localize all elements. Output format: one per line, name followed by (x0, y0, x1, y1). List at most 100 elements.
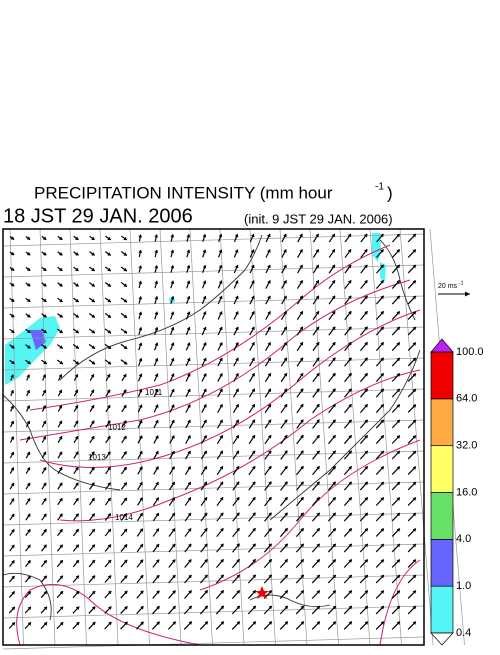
wind-arrow-head (364, 295, 368, 300)
wind-arrow-head (396, 590, 401, 594)
wind-arrow-head (235, 357, 239, 362)
wind-arrow-head (396, 605, 401, 610)
colorbar-segment (430, 538, 454, 587)
colorbar: 0.4 1.0 4.0 16.0 32.0 64.0 100.0 (430, 338, 484, 646)
wind-arrow-head (316, 419, 320, 424)
wind-arrow-head (283, 249, 287, 253)
wind-arrow-head (252, 621, 257, 625)
wind-arrow-head (187, 512, 192, 517)
wind-arrow-head (219, 496, 224, 501)
wind-arrow-head (412, 326, 417, 331)
wind-arrow-head (187, 543, 192, 548)
wind-arrow-head (348, 574, 353, 579)
wind-arrow-head (10, 360, 15, 365)
parallel (2, 326, 425, 340)
wind-arrow-head (187, 528, 192, 532)
wind-arrow-head (123, 497, 128, 502)
wind-arrow-head (11, 622, 16, 626)
wind-arrow-head (412, 249, 417, 253)
wind-arrow-head (268, 512, 272, 517)
wind-arrow-head (171, 559, 176, 563)
wind-arrow-head (364, 574, 369, 579)
wind-arrow-head (187, 559, 192, 563)
wind-arrow-head (138, 326, 143, 331)
wind-arrow-head (315, 295, 320, 300)
wind-arrow-head (123, 267, 128, 272)
wind-arrow-head (27, 559, 31, 564)
wind-arrow-head (396, 466, 401, 470)
wind-arrow-head (348, 559, 353, 563)
wind-arrow-head (74, 466, 79, 471)
wind-arrow-head (235, 512, 240, 517)
wind-arrow-head (219, 388, 223, 393)
wind-arrow-head (299, 264, 303, 269)
wind-arrow-head (204, 605, 209, 610)
wind-arrow-head (396, 543, 401, 548)
wind-arrow-head (251, 465, 256, 470)
wind-arrow-head (170, 373, 175, 377)
wind-arrow-head (235, 434, 240, 439)
wind-arrow-head (396, 497, 401, 501)
wind-arrow-head (75, 267, 79, 272)
wind-arrow-head (75, 559, 80, 564)
wind-arrow-head (316, 403, 320, 408)
wind-arrow-head (204, 574, 208, 579)
wind-arrow-head (300, 512, 304, 517)
wind-arrow-head (283, 388, 288, 393)
wind-arrow-head (138, 265, 143, 269)
wind-arrow-head (122, 373, 127, 378)
wind-arrow-head (123, 360, 128, 365)
wind-arrow-head (123, 451, 127, 455)
wind-arrow-head (331, 326, 336, 331)
wind-arrow-head (91, 497, 95, 502)
wind-arrow-head (300, 559, 305, 563)
wind-arrow-head (139, 512, 143, 517)
wind-arrow-head (10, 467, 15, 471)
wind-arrow-head (299, 233, 303, 238)
wind-arrow-head (283, 403, 288, 408)
wind-arrow-head (412, 450, 417, 455)
wind-arrow-head (332, 528, 336, 532)
wind-arrow-head (59, 621, 64, 626)
title-close: ) (387, 183, 393, 202)
wind-arrow-head (75, 497, 79, 502)
wind-arrow-head (91, 329, 96, 334)
wind-arrow-head (364, 559, 369, 563)
wind-arrow-head (218, 311, 223, 315)
wind-arrow-head (299, 249, 303, 253)
wind-arrow-head (26, 329, 31, 334)
meridian (69, 228, 87, 646)
wind-arrow-head (171, 419, 175, 424)
parallel (2, 512, 425, 526)
wind-arrow-head (267, 465, 272, 470)
wind-arrow-head (364, 466, 369, 470)
wind-arrow-head (299, 357, 304, 362)
wind-arrow-head (236, 590, 241, 594)
wind-arrow-head (364, 419, 368, 424)
wind-arrow-head (202, 326, 207, 331)
wind-arrow-head (42, 267, 47, 271)
wind-arrow-head (332, 465, 336, 470)
wind-arrow-head (11, 560, 15, 564)
wind-arrow-head (171, 435, 175, 439)
wind-arrow-head (187, 435, 191, 439)
wind-arrow-head (58, 482, 63, 487)
wind-arrow-head (235, 341, 239, 346)
wind-arrow-head (364, 310, 368, 315)
wind-arrow-head (58, 373, 63, 378)
wind-arrow-head (268, 481, 272, 486)
wind-arrow-head (315, 310, 320, 315)
wind-arrow-head (75, 513, 79, 518)
wind-arrow-head (26, 466, 31, 471)
wind-arrow-head (331, 249, 336, 253)
wind-arrow-head (348, 357, 352, 362)
wind-arrow-head (43, 590, 48, 595)
wind-arrow-head (396, 559, 401, 563)
wind-arrow-head (10, 482, 15, 487)
wind-arrow-head (347, 233, 352, 238)
wind-arrow-head (300, 574, 305, 579)
wind-arrow-head (380, 574, 385, 579)
wind-arrow-head (299, 295, 303, 300)
wind-arrow-head (106, 373, 111, 378)
wind-arrow-head (396, 512, 401, 517)
